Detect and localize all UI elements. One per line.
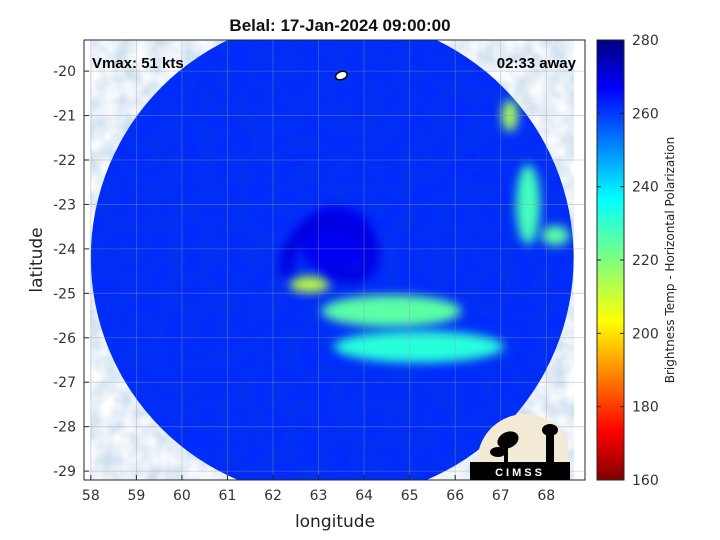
y-tick-label: -28 [53,420,76,436]
rainband-east-2 [516,164,541,245]
rainband-south [333,330,504,363]
x-axis-ticks: 58 59 60 61 62 63 64 65 66 67 68 [82,475,555,504]
colorbar-tick-label: 260 [632,106,659,122]
x-tick-label: 61 [219,488,237,504]
colorbar [596,39,625,481]
x-tick-label: 65 [401,488,419,504]
time-offset-annotation: 02:33 away [497,55,577,72]
inner-eyewall-arc [289,276,330,293]
rainband-main [321,295,462,328]
colorbar-tick-label: 220 [632,253,659,269]
eye-swirl [279,215,379,284]
swath-layer [90,40,574,480]
colorbar-label: Brightness Temp - Horizontal Polarizatio… [663,137,677,384]
colorbar-tick-label: 200 [632,326,659,342]
x-tick-label: 58 [82,488,100,504]
logo-text: CIMSS [495,467,545,479]
colorbar-tick-label: 280 [632,33,659,49]
x-tick-label: 60 [173,488,191,504]
grid-lines [84,40,585,480]
rainband-east-1 [501,99,518,132]
cimss-logo: CIMSS [470,413,570,480]
chart-title: Belal: 17-Jan-2024 09:00:00 [229,16,450,35]
plot-frame [83,39,586,481]
colorbar-ticks: 160 180 200 220 240 260 280 [597,33,659,489]
y-tick-label: -29 [53,464,76,480]
y-tick-label: -22 [53,153,76,169]
x-tick-label: 67 [492,488,510,504]
x-tick-label: 66 [446,488,464,504]
x-axis-label: longitude [295,512,375,532]
y-tick-label: -24 [53,242,76,258]
rainband-east-3 [541,225,570,246]
x-tick-label: 68 [537,488,555,504]
storm-center-ellipse [334,70,348,81]
colorbar-tick-label: 160 [632,473,659,489]
y-tick-label: -21 [53,109,76,125]
y-tick-label: -26 [53,331,76,347]
vmax-annotation: Vmax: 51 kts [92,55,184,72]
y-tick-label: -23 [53,197,76,213]
y-axis-label: latitude [27,227,47,292]
colorbar-tick-label: 180 [632,400,659,416]
y-axis-ticks: -20 -21 -22 -23 -24 -25 -26 -27 -28 -29 [53,64,89,480]
y-tick-label: -20 [53,64,76,80]
y-tick-label: -27 [53,375,76,391]
x-tick-label: 63 [310,488,328,504]
storm-center-marker [334,70,348,81]
x-tick-label: 59 [127,488,145,504]
colorbar-tick-label: 240 [632,180,659,196]
x-tick-label: 62 [264,488,282,504]
x-tick-label: 64 [355,488,373,504]
y-tick-label: -25 [53,286,76,302]
